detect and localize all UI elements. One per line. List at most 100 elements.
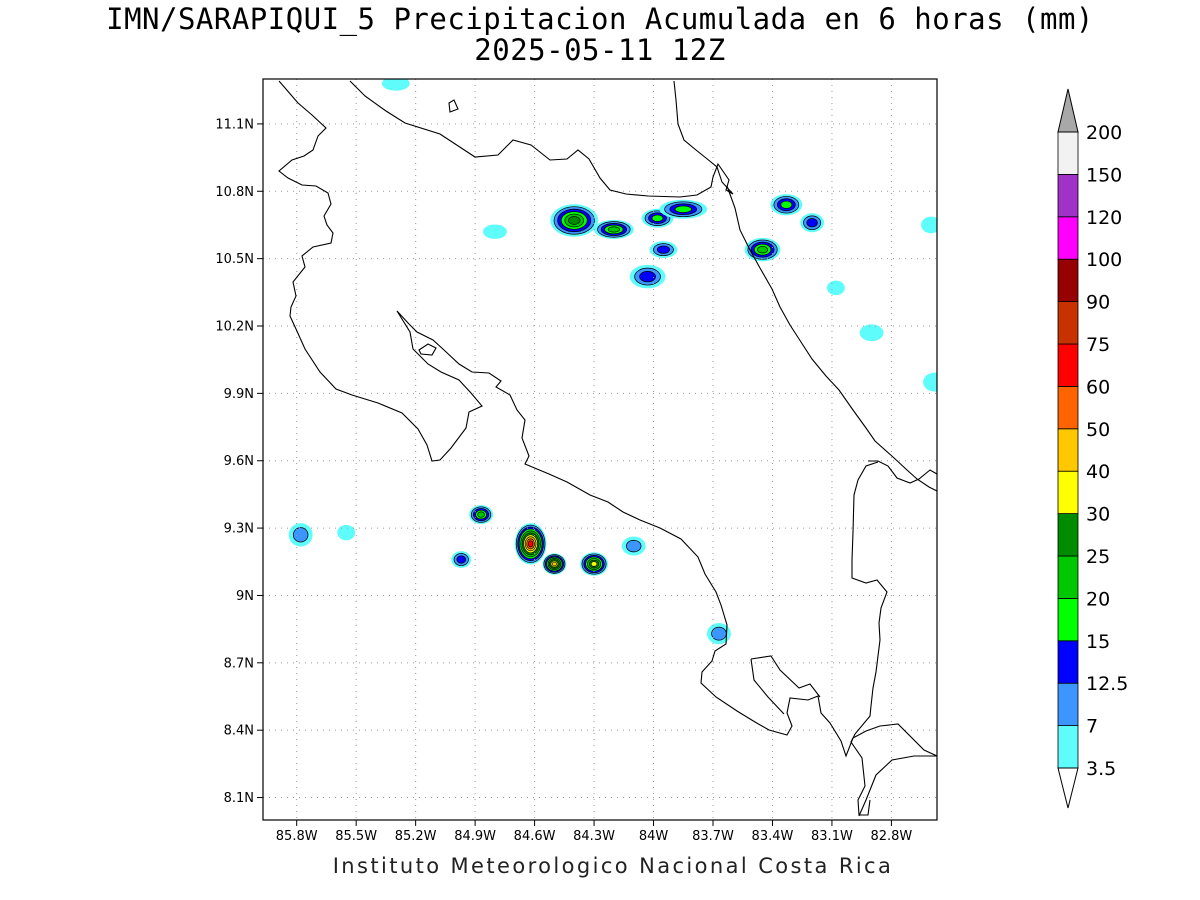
precip-cell bbox=[744, 237, 781, 262]
lon-tick-label: 84W bbox=[639, 829, 669, 844]
colorbar-level-label: 25 bbox=[1086, 546, 1110, 568]
precip-cell bbox=[482, 224, 507, 239]
colorbar-level-label: 7 bbox=[1086, 716, 1098, 738]
lon-tick-label: 83.1W bbox=[811, 829, 853, 844]
colorbar-swatch bbox=[1057, 131, 1079, 175]
colorbar-swatch bbox=[1057, 470, 1079, 515]
precip-contour bbox=[292, 527, 309, 543]
precip-contour bbox=[607, 226, 620, 233]
precip-contour bbox=[337, 524, 356, 541]
precip-contour bbox=[625, 539, 642, 553]
colorbar-level-label: 90 bbox=[1086, 292, 1110, 314]
coastline-path bbox=[750, 658, 785, 715]
precip-contour bbox=[527, 540, 534, 548]
precip-cell bbox=[923, 372, 937, 392]
colorbar-min-arrow bbox=[1057, 767, 1079, 809]
map-valid-time: 2025-05-11 12Z bbox=[474, 33, 726, 67]
precip-cell bbox=[594, 219, 634, 239]
lon-tick-label: 83.4W bbox=[752, 829, 794, 844]
colorbar-level-label: 75 bbox=[1086, 334, 1110, 356]
precip-contour bbox=[639, 271, 656, 283]
lat-tick-label: 9.9N bbox=[224, 387, 254, 402]
coastline-path bbox=[418, 343, 437, 356]
lon-tick-label: 84.6W bbox=[514, 829, 556, 844]
coastline-path bbox=[850, 461, 888, 816]
lat-tick-label: 9.6N bbox=[224, 454, 254, 469]
axis-ticks: 11.1N 10.8N 10.5N 10.2N 9.9N 9.6N 9.3N 9N 8.7N 8.… bbox=[215, 117, 912, 844]
coastlines-and-borders bbox=[278, 80, 937, 817]
precip-contour bbox=[780, 200, 793, 209]
precip-contour bbox=[551, 561, 557, 567]
colorbar-max-arrow bbox=[1057, 88, 1079, 133]
coastline-path bbox=[349, 80, 734, 198]
colorbar-level-label: 3.5 bbox=[1086, 758, 1116, 780]
colorbar-swatch bbox=[1057, 343, 1079, 387]
coastline-path bbox=[858, 755, 937, 817]
colorbar-swatch bbox=[1057, 682, 1079, 727]
precip-contour bbox=[656, 245, 670, 254]
colorbar-level-label: 50 bbox=[1086, 419, 1110, 441]
coastline-path bbox=[278, 80, 937, 758]
colorbar-swatch bbox=[1057, 428, 1079, 472]
precip-contour bbox=[921, 216, 937, 234]
precip-cell bbox=[770, 194, 803, 216]
lat-tick-label: 10.5N bbox=[215, 252, 254, 267]
precip-cell bbox=[542, 553, 567, 575]
footer-credit: Instituto Meteorologico Nacional Costa R… bbox=[332, 854, 894, 878]
map-title: IMN/SARAPIQUI_5 Precipitacion Acumulada … bbox=[106, 2, 1094, 36]
colorbar-level-label: 150 bbox=[1086, 164, 1122, 186]
colorbar-legend: 3.5 7 12.5 15 20 25 30 40 50 60 75 90 100 120 150 200 bbox=[1057, 88, 1128, 809]
precip-contour bbox=[381, 79, 410, 91]
precip-contour bbox=[923, 372, 937, 392]
map-frame bbox=[262, 78, 938, 821]
coastline-path bbox=[448, 99, 459, 113]
coastline-path bbox=[673, 80, 734, 195]
lat-tick-label: 9.3N bbox=[224, 522, 254, 537]
precip-contour bbox=[674, 205, 692, 213]
precip-cell bbox=[659, 199, 708, 219]
colorbar-level-label: 60 bbox=[1086, 376, 1110, 398]
colorbar-swatch bbox=[1057, 258, 1079, 303]
precip-cell bbox=[859, 324, 884, 342]
lat-tick-label: 8.4N bbox=[224, 724, 254, 739]
map-gridlines bbox=[263, 79, 937, 820]
colorbar-level-label: 200 bbox=[1086, 122, 1122, 144]
colorbar-swatch bbox=[1057, 555, 1079, 599]
precip-cell bbox=[826, 280, 845, 296]
colorbar-level-label: 15 bbox=[1086, 631, 1110, 653]
colorbar-level-label: 30 bbox=[1086, 504, 1110, 526]
lon-tick-label: 85.5W bbox=[335, 829, 377, 844]
colorbar-level-label: 20 bbox=[1086, 588, 1110, 610]
colorbar-swatch bbox=[1057, 725, 1079, 769]
lon-tick-label: 84.9W bbox=[454, 829, 496, 844]
colorbar-swatch bbox=[1057, 301, 1079, 345]
precip-cell bbox=[649, 241, 678, 259]
coastline-path bbox=[726, 185, 937, 492]
colorbar-swatch bbox=[1057, 385, 1079, 430]
precip-cell bbox=[288, 523, 313, 547]
colorbar-level-label: 100 bbox=[1086, 249, 1122, 271]
precip-cell bbox=[800, 213, 825, 233]
precip-contour bbox=[859, 324, 884, 342]
colorbar-level-label: 40 bbox=[1086, 461, 1110, 483]
colorbar-swatch bbox=[1057, 640, 1079, 684]
precip-contour bbox=[568, 216, 581, 225]
coastline-path bbox=[868, 460, 937, 484]
precipitation-field bbox=[288, 79, 937, 645]
precip-cell bbox=[629, 264, 666, 289]
precip-cell bbox=[621, 536, 646, 556]
precip-cell bbox=[381, 79, 410, 91]
precip-cell bbox=[580, 552, 608, 576]
precip-contour bbox=[757, 245, 769, 254]
precip-contour bbox=[482, 224, 507, 239]
coastline-path bbox=[750, 655, 821, 698]
lat-tick-label: 10.8N bbox=[215, 185, 254, 200]
lat-tick-label: 11.1N bbox=[215, 117, 254, 132]
precip-contour bbox=[651, 214, 664, 222]
colorbar-level-label: 12.5 bbox=[1086, 673, 1128, 695]
precip-cell bbox=[550, 204, 599, 237]
precip-cell bbox=[921, 216, 937, 234]
lon-tick-label: 83.7W bbox=[692, 829, 734, 844]
lat-tick-label: 9N bbox=[236, 589, 254, 604]
